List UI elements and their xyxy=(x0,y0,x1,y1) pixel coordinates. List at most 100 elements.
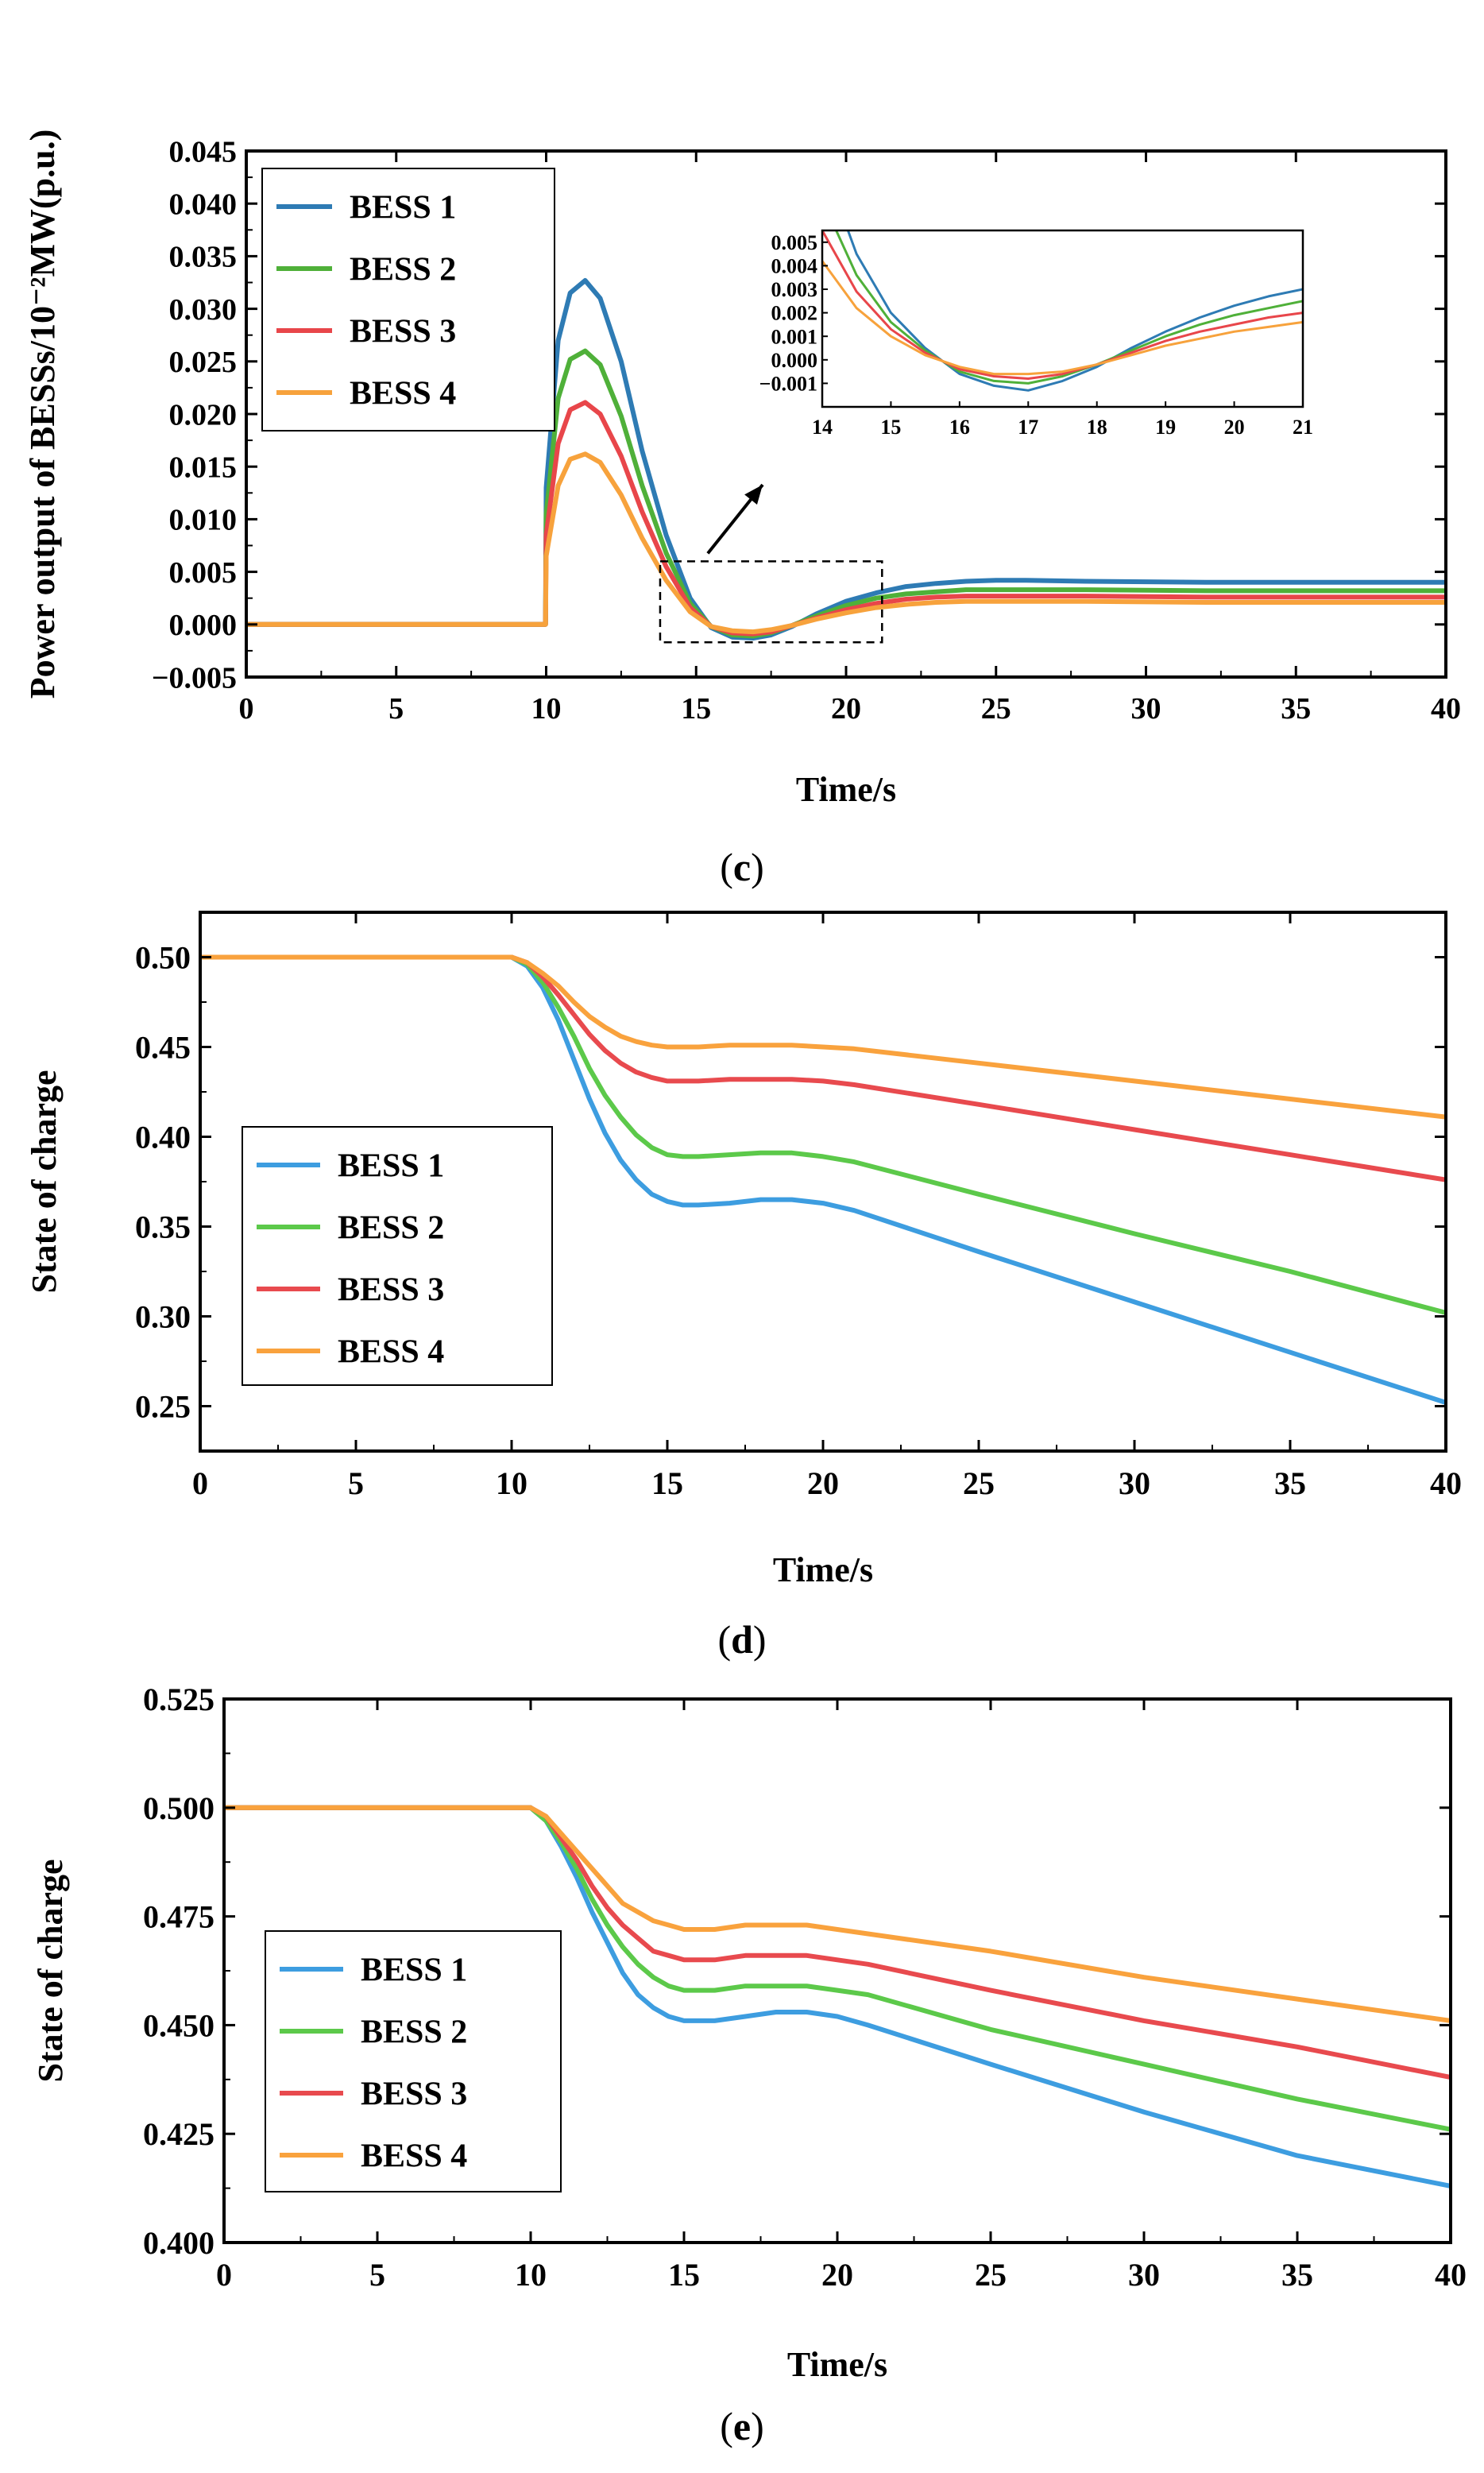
series-line-3 xyxy=(200,954,1446,1182)
inset-x-tick-label: 19 xyxy=(1155,416,1176,439)
x-tick-label: 40 xyxy=(1430,1465,1462,1501)
x-tick-label: 30 xyxy=(1119,1465,1150,1501)
legend-label-3: BESS 3 xyxy=(361,2076,467,2113)
series-line-4 xyxy=(246,451,1446,635)
series-line-3 xyxy=(224,1805,1451,2080)
series-line-2 xyxy=(224,1805,1451,2132)
inset-y-tick-label: 0.002 xyxy=(771,302,818,325)
y-axis-label: Power output of BESSs/10⁻²MW(p.u.) xyxy=(23,130,62,699)
inset-series-line-3 xyxy=(822,230,1303,380)
x-tick-label: 0 xyxy=(216,2257,232,2293)
x-tick-label: 25 xyxy=(981,692,1011,726)
y-tick-label: 0.030 xyxy=(169,293,238,327)
x-tick-label: 30 xyxy=(1131,692,1161,726)
y-tick-label: 0.400 xyxy=(143,2225,214,2261)
series-group xyxy=(224,1805,1451,2189)
series-group xyxy=(200,954,1446,1405)
inset-x-tick-label: 16 xyxy=(949,416,970,439)
legend-box xyxy=(261,168,555,432)
y-tick-label: 0.425 xyxy=(143,2116,214,2152)
y-tick-label: 0.000 xyxy=(169,609,238,642)
legend-box xyxy=(265,1930,562,2192)
y-tick-label: −0.005 xyxy=(152,661,237,695)
x-axis-label: Time/s xyxy=(787,2345,887,2384)
x-tick-label: 25 xyxy=(975,2257,1007,2293)
inset-y-tick-label: −0.001 xyxy=(759,373,817,396)
zoom-arrow-head xyxy=(744,485,763,505)
caption-c: (c) xyxy=(720,845,764,889)
inset-x-tick-label: 14 xyxy=(812,416,833,439)
x-tick-label: 15 xyxy=(651,1465,683,1501)
series-line-1 xyxy=(200,954,1446,1405)
x-axis-label: Time/s xyxy=(796,770,896,809)
y-tick-label: 0.50 xyxy=(135,940,191,976)
x-tick-label: 0 xyxy=(192,1465,208,1501)
inset-y-tick-label: 0.005 xyxy=(771,231,818,254)
legend-box xyxy=(242,1126,553,1386)
y-tick-label: 0.010 xyxy=(169,504,238,537)
y-tick-label: 0.25 xyxy=(135,1389,191,1425)
inset-x-tick-label: 18 xyxy=(1087,416,1107,439)
y-tick-label: 0.30 xyxy=(135,1299,191,1335)
zoom-box xyxy=(659,560,883,644)
caption-d: (d) xyxy=(717,1617,766,1662)
x-tick-label: 30 xyxy=(1128,2257,1160,2293)
x-tick-label: 35 xyxy=(1281,692,1311,726)
x-tick-label: 35 xyxy=(1274,1465,1306,1501)
legend-label-4: BESS 4 xyxy=(338,1334,444,1371)
inset-series-line-1 xyxy=(846,230,1303,392)
chart-e: 0 5 10 15 20 25 30 35 40 0.400 0.425 0.450 0.475 0.50… xyxy=(31,1682,1467,2384)
x-tick-label: 25 xyxy=(963,1465,995,1501)
inset-x-tick-label: 21 xyxy=(1293,416,1313,439)
y-tick-label: 0.40 xyxy=(135,1120,191,1155)
x-tick-label: 20 xyxy=(821,2257,853,2293)
legend-label-2: BESS 2 xyxy=(338,1210,444,1247)
x-tick-label: 10 xyxy=(531,692,562,726)
inset-y-tick-label: 0.004 xyxy=(771,255,818,278)
y-tick-label: 0.475 xyxy=(143,1899,214,1935)
x-tick-label: 15 xyxy=(668,2257,700,2293)
y-axis-label: State of charge xyxy=(31,1859,70,2082)
inset-x-tick-label: 20 xyxy=(1224,416,1245,439)
series-line-1 xyxy=(224,1805,1451,2189)
x-tick-label: 40 xyxy=(1431,692,1461,726)
inset-y-tick-label: 0.000 xyxy=(771,349,818,372)
legend-label-3: BESS 3 xyxy=(350,314,456,350)
x-tick-label: 0 xyxy=(239,692,254,726)
inset-y-tick-label: 0.003 xyxy=(771,278,818,301)
chart-d: 0 5 10 15 20 25 30 35 40 0.25 0.30 0.35 0.40 0.45 0.50… xyxy=(25,911,1462,1589)
inset-frame xyxy=(821,229,1304,408)
x-tick-label: 5 xyxy=(369,2257,385,2293)
y-tick-label: 0.450 xyxy=(143,2007,214,2043)
x-tick-label: 35 xyxy=(1281,2257,1313,2293)
legend-label-1: BESS 1 xyxy=(361,1952,467,1989)
legend-label-2: BESS 2 xyxy=(361,2014,467,2051)
y-tick-label: 0.040 xyxy=(169,188,238,222)
y-tick-label: 0.020 xyxy=(169,398,238,432)
legend-label-3: BESS 3 xyxy=(338,1272,444,1309)
series-line-4 xyxy=(224,1805,1451,2023)
y-tick-label: 0.45 xyxy=(135,1030,191,1066)
x-tick-label: 15 xyxy=(681,692,711,726)
y-tick-label: 0.005 xyxy=(169,556,238,590)
y-tick-label: 0.035 xyxy=(169,241,238,274)
inset-y-tick-label: 0.001 xyxy=(771,325,818,348)
x-tick-label: 5 xyxy=(388,692,404,726)
y-tick-label: 0.015 xyxy=(169,451,238,485)
y-tick-label: 0.525 xyxy=(143,1682,214,1717)
inset-x-tick-label: 17 xyxy=(1018,416,1038,439)
inset-x-tick-label: 15 xyxy=(880,416,901,439)
y-axis-label: State of charge xyxy=(25,1070,64,1293)
series-line-4 xyxy=(200,954,1446,1120)
series-line-2 xyxy=(200,954,1446,1315)
y-tick-label: 0.025 xyxy=(169,346,238,379)
x-tick-label: 40 xyxy=(1435,2257,1467,2293)
legend-label-2: BESS 2 xyxy=(350,252,456,288)
y-tick-label: 0.35 xyxy=(135,1209,191,1245)
series-group xyxy=(246,277,1446,641)
inset-series-line-4 xyxy=(822,260,1303,376)
x-tick-label: 10 xyxy=(496,1465,528,1501)
y-tick-label: 0.500 xyxy=(143,1790,214,1826)
inset-series-group xyxy=(822,230,1303,392)
